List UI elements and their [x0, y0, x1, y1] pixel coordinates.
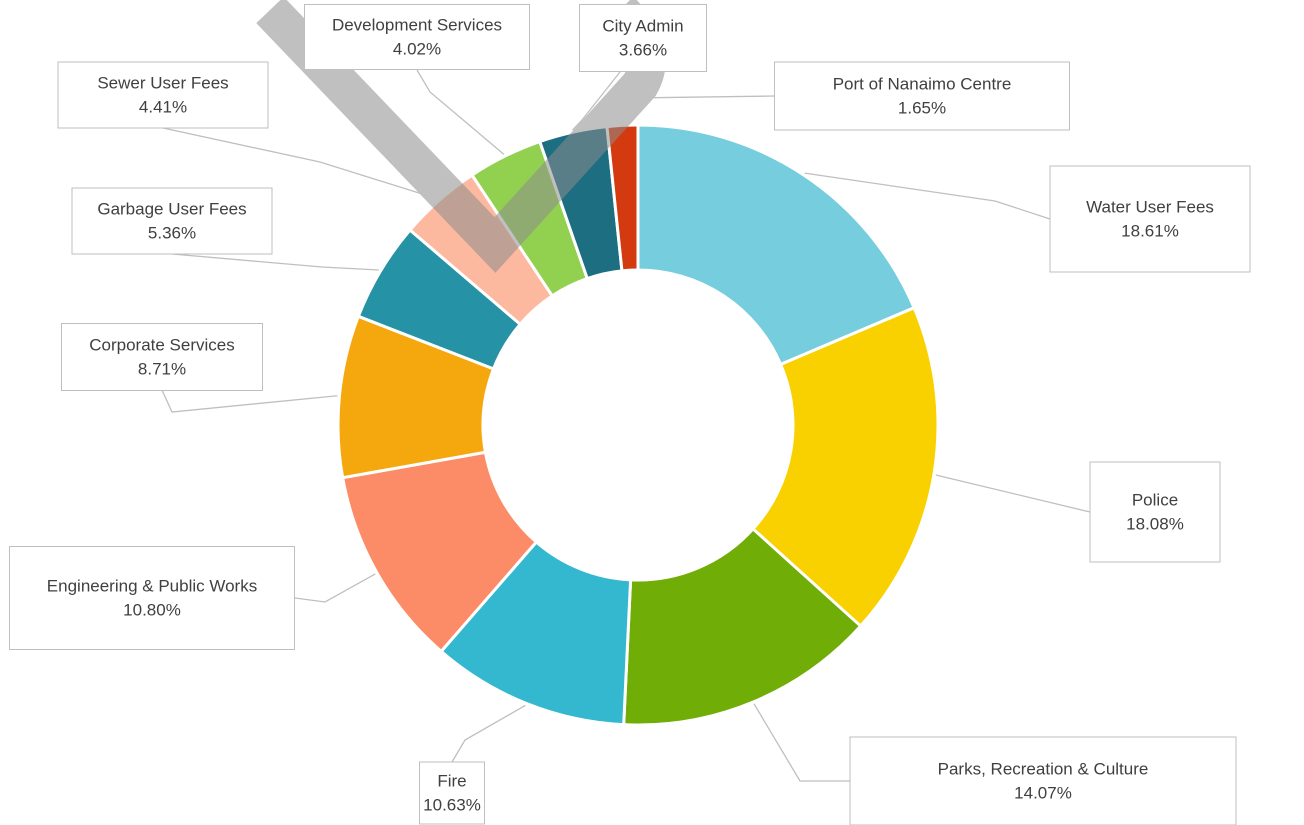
value-label: 4.41%: [139, 97, 187, 116]
category-label: Engineering & Public Works: [47, 576, 257, 595]
category-label: Fire: [437, 771, 466, 790]
label-box: [579, 4, 707, 72]
value-label: 18.08%: [1126, 514, 1184, 533]
leader-line: [621, 95, 776, 124]
category-label: Garbage User Fees: [97, 199, 246, 218]
label-box: [57, 61, 269, 129]
label-box: [61, 323, 263, 391]
label-box: [71, 187, 273, 255]
category-label: Port of Nanaimo Centre: [833, 74, 1012, 93]
category-label: City Admin: [602, 16, 683, 35]
category-label: Development Services: [332, 15, 502, 34]
value-label: 10.80%: [123, 600, 181, 619]
value-label: 1.65%: [898, 98, 946, 117]
leader-line: [416, 69, 505, 155]
value-label: 10.63%: [423, 795, 481, 814]
slice: [636, 123, 917, 367]
label-box: [849, 736, 1237, 825]
value-label: 4.02%: [393, 39, 441, 58]
category-label: Parks, Recreation & Culture: [938, 759, 1149, 778]
label-box: [774, 61, 1070, 131]
value-label: 18.61%: [1121, 221, 1179, 240]
label-box: [9, 546, 295, 650]
label-box: [1089, 461, 1221, 563]
leader-line: [171, 253, 379, 271]
leader-line: [162, 127, 438, 200]
slice: [750, 305, 940, 629]
category-label: Sewer User Fees: [97, 73, 228, 92]
leader-line: [451, 704, 526, 763]
category-label: Water User Fees: [1086, 197, 1214, 216]
donut: [336, 123, 940, 727]
category-label: Police: [1132, 490, 1178, 509]
value-label: 3.66%: [619, 40, 667, 59]
leader-line: [294, 573, 376, 603]
leader-line: [935, 474, 1091, 513]
label-box: [304, 4, 530, 70]
leader-line: [572, 71, 621, 131]
label-box: [1049, 165, 1251, 273]
category-label: Corporate Services: [89, 335, 235, 354]
label-box: [419, 761, 485, 825]
value-label: 8.71%: [138, 359, 186, 378]
leader-line: [753, 703, 850, 782]
labels: Water User Fees 18.61% Police 18.08% Parks, …: [9, 4, 1251, 825]
leader-line: [161, 389, 338, 413]
value-label: 14.07%: [1014, 783, 1072, 802]
value-label: 5.36%: [148, 223, 196, 242]
leader-line: [804, 172, 1051, 220]
slice: [622, 526, 863, 727]
